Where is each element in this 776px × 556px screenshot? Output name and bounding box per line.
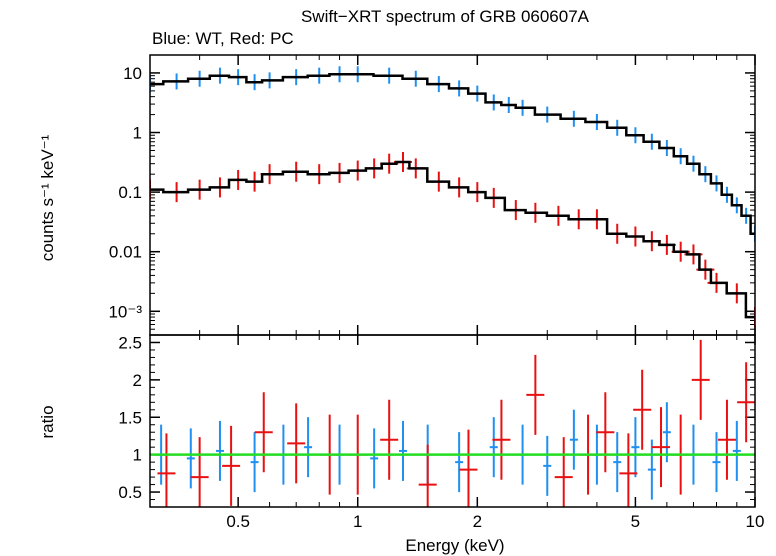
wt-model-line <box>150 73 755 236</box>
chart-title: Swift−XRT spectrum of GRB 060607A <box>301 7 590 26</box>
top-panel-frame <box>149 54 756 336</box>
x-tick-label: 5 <box>631 512 640 531</box>
chart-subtitle: Blue: WT, Red: PC <box>152 29 294 48</box>
y-tick-label: 1 <box>133 446 142 465</box>
y-tick-label: 0.5 <box>118 483 142 502</box>
bottom-y-axis-label: ratio <box>38 405 57 438</box>
x-tick-label: 1 <box>353 512 362 531</box>
y-tick-label: 2 <box>133 371 142 390</box>
y-tick-label: 2.5 <box>118 333 142 352</box>
ratio-data-layer <box>150 339 755 507</box>
x-tick-label: 2 <box>473 512 482 531</box>
y-tick-label: 1 <box>133 124 142 143</box>
top-y-axis-label: counts s⁻¹ keV⁻¹ <box>38 134 57 261</box>
pc-model-line <box>150 160 755 319</box>
top-panel-ticks: 10 1 0.1 0.01 10⁻³ <box>108 55 756 335</box>
bottom-panel-ticks: 0.5 1 2 5 10 0.5 1 1.5 2 2.5 <box>118 333 764 531</box>
spectrum-data-layer <box>150 66 755 328</box>
y-tick-label: 1.5 <box>118 408 142 427</box>
y-tick-label: 0.01 <box>109 243 142 262</box>
y-tick-label: 0.1 <box>118 183 142 202</box>
y-tick-label: 10 <box>123 64 142 83</box>
y-tick-label: 10⁻³ <box>108 302 142 321</box>
bottom-panel-frame <box>149 334 756 508</box>
x-tick-label: 0.5 <box>226 512 250 531</box>
x-tick-label: 10 <box>746 512 765 531</box>
x-axis-label: Energy (keV) <box>405 536 504 555</box>
